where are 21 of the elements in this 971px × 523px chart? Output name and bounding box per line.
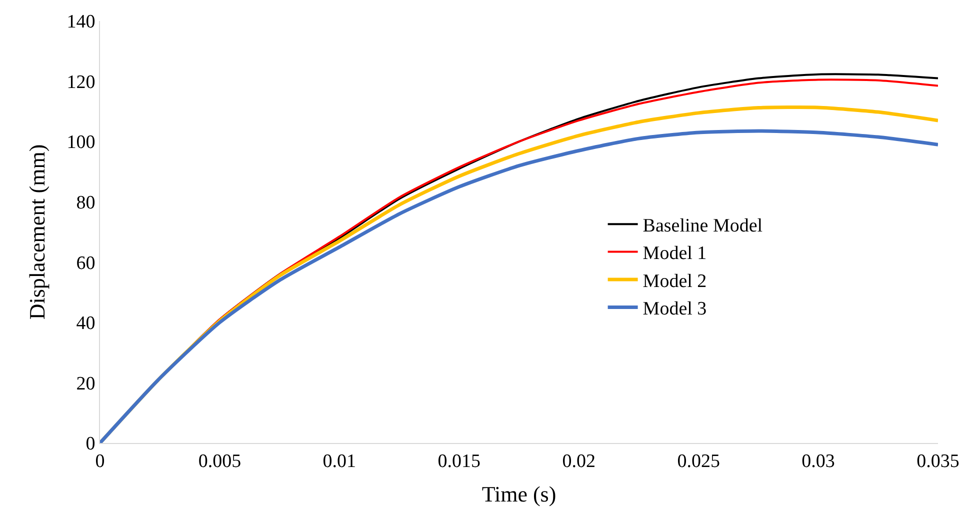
y-tick-label: 140 — [66, 12, 96, 33]
y-tick-label: 100 — [66, 132, 96, 154]
y-tick-label: 80 — [76, 192, 96, 214]
x-tick-label: 0.005 — [198, 450, 242, 472]
y-tick-label: 120 — [66, 72, 96, 93]
y-axis-title: Displacement (mm) — [24, 144, 50, 320]
y-tick-label: 40 — [76, 313, 96, 334]
x-tick-label: 0.015 — [438, 450, 481, 472]
x-axis-title: Time (s) — [482, 482, 556, 507]
y-tick-label: 60 — [76, 252, 96, 274]
x-tick-label: 0.03 — [802, 450, 835, 472]
x-tick-label: 0.025 — [677, 450, 720, 472]
x-tick-label: 0.02 — [562, 450, 596, 472]
x-tick-label: 0.01 — [322, 450, 356, 472]
legend-label: Model 1 — [642, 243, 707, 264]
legend-label: Baseline Model — [642, 216, 763, 237]
legend-label: Model 2 — [642, 270, 707, 292]
y-tick-label: 20 — [76, 373, 96, 394]
y-tick-label: 0 — [86, 434, 96, 455]
legend-label: Model 3 — [642, 298, 707, 320]
x-tick-label: 0.035 — [916, 450, 960, 472]
